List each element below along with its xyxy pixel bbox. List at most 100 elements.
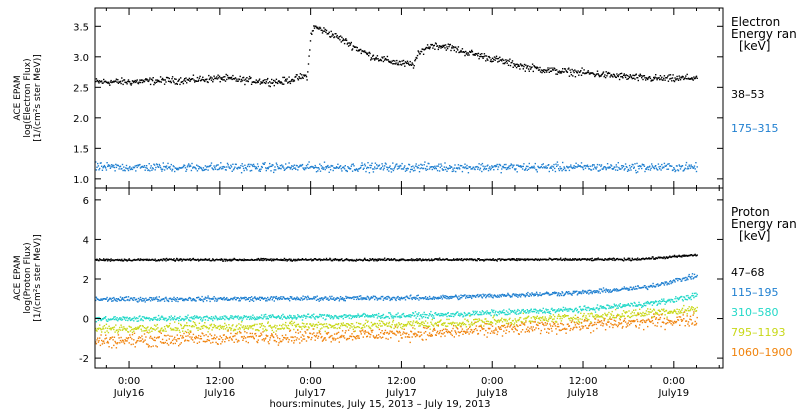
data-point <box>400 297 402 300</box>
data-point <box>190 320 192 322</box>
data-point <box>112 166 114 168</box>
data-point <box>249 317 251 319</box>
data-point <box>471 313 474 316</box>
data-point <box>661 163 663 166</box>
data-point <box>353 168 356 171</box>
data-point <box>167 300 170 303</box>
data-point <box>659 300 661 302</box>
data-point <box>182 166 184 169</box>
data-point <box>347 296 350 299</box>
data-point <box>227 76 229 79</box>
data-point <box>142 259 144 262</box>
data-point <box>414 314 416 317</box>
data-point <box>291 320 293 322</box>
data-point <box>117 258 119 261</box>
data-point <box>260 316 262 319</box>
data-point <box>275 295 278 298</box>
data-point <box>269 165 271 168</box>
data-point <box>610 74 613 76</box>
data-point <box>554 309 556 311</box>
data-point <box>461 296 463 299</box>
data-point <box>95 161 97 163</box>
data-point <box>639 75 641 77</box>
data-point <box>413 324 415 327</box>
data-point <box>163 319 166 321</box>
data-point <box>165 81 167 83</box>
data-point <box>373 295 375 297</box>
data-point <box>159 317 161 319</box>
data-point <box>685 279 688 281</box>
data-point <box>689 297 691 299</box>
data-point <box>335 33 337 35</box>
data-point <box>220 327 223 330</box>
data-point <box>647 168 650 171</box>
data-point <box>226 316 228 318</box>
data-point <box>478 258 480 260</box>
data-point <box>644 302 646 304</box>
data-point <box>199 75 201 78</box>
data-point <box>176 83 178 85</box>
data-point <box>198 327 200 329</box>
data-point <box>204 165 207 167</box>
data-point <box>184 318 186 320</box>
data-point <box>584 308 587 311</box>
data-point <box>115 329 118 332</box>
data-point <box>115 78 118 80</box>
data-point <box>167 162 169 165</box>
data-point <box>177 300 179 303</box>
data-point <box>548 311 550 313</box>
data-point <box>525 64 527 66</box>
data-point <box>401 162 403 165</box>
data-point <box>101 318 104 320</box>
data-point <box>654 258 656 260</box>
data-point <box>163 298 165 300</box>
data-point <box>144 301 146 303</box>
data-point <box>238 300 240 302</box>
data-point <box>191 326 193 328</box>
data-point <box>511 258 514 260</box>
data-point <box>103 166 105 168</box>
data-point <box>672 280 674 282</box>
data-point <box>312 30 314 32</box>
data-point <box>155 81 158 83</box>
data-point <box>444 258 447 261</box>
data-point <box>302 258 304 261</box>
data-point <box>253 316 255 318</box>
data-point <box>419 53 421 55</box>
data-point <box>218 75 221 78</box>
data-point <box>306 323 308 325</box>
data-point <box>387 167 389 169</box>
data-point <box>313 258 315 261</box>
data-point <box>457 46 460 48</box>
data-point <box>201 295 203 298</box>
data-point <box>458 295 460 297</box>
data-point <box>648 257 650 259</box>
data-point <box>163 300 166 302</box>
data-point <box>127 79 130 81</box>
data-point <box>392 63 394 65</box>
data-point <box>486 294 488 296</box>
data-point <box>320 165 322 167</box>
data-point <box>388 317 391 319</box>
data-point <box>129 319 132 322</box>
data-point <box>690 278 692 280</box>
data-point <box>244 78 247 80</box>
data-point <box>285 163 287 165</box>
data-point <box>317 321 320 323</box>
data-point <box>562 68 564 70</box>
data-point <box>167 326 169 328</box>
data-point <box>315 296 317 299</box>
data-point <box>310 324 312 327</box>
data-point <box>655 167 658 169</box>
data-point <box>348 42 350 44</box>
data-point <box>613 74 615 76</box>
data-point <box>126 316 128 318</box>
data-point <box>207 169 209 171</box>
data-point <box>513 309 516 312</box>
data-point <box>481 56 484 58</box>
data-point <box>212 168 215 171</box>
data-point <box>586 259 588 261</box>
data-point <box>476 310 478 313</box>
data-point <box>122 328 124 330</box>
data-point <box>669 301 672 303</box>
